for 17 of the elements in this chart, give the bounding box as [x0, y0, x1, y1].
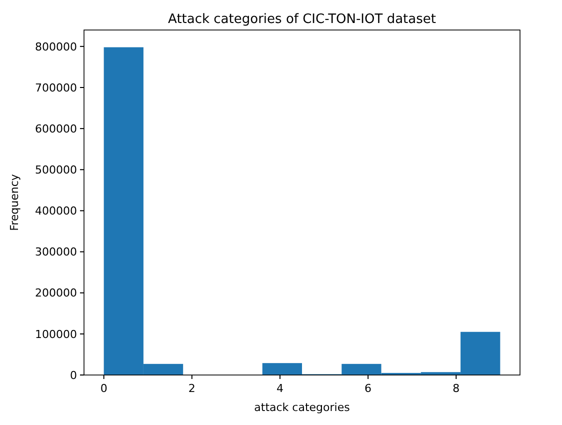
y-tick-label: 200000 — [35, 286, 77, 300]
y-tick-label: 700000 — [35, 81, 77, 94]
y-axis-title: Frequency — [8, 174, 21, 231]
y-tick-label: 100000 — [35, 328, 77, 341]
x-tick-label: 0 — [100, 382, 108, 395]
y-tick-label: 600000 — [35, 122, 77, 136]
x-tick-label: 8 — [452, 382, 460, 395]
x-axis-title: attack categories — [254, 401, 350, 414]
y-tick-label: 800000 — [35, 40, 77, 54]
y-tick-label: 0 — [70, 368, 77, 382]
x-tick-label: 6 — [364, 382, 372, 395]
y-tick-label: 300000 — [35, 246, 77, 259]
x-tick-label: 2 — [188, 382, 196, 395]
y-tick-label: 400000 — [35, 204, 77, 218]
y-tick-label: 500000 — [35, 163, 77, 176]
chart-title: Attack categories of CIC-TON-IOT dataset — [168, 12, 436, 27]
x-tick-label: 4 — [276, 382, 284, 395]
